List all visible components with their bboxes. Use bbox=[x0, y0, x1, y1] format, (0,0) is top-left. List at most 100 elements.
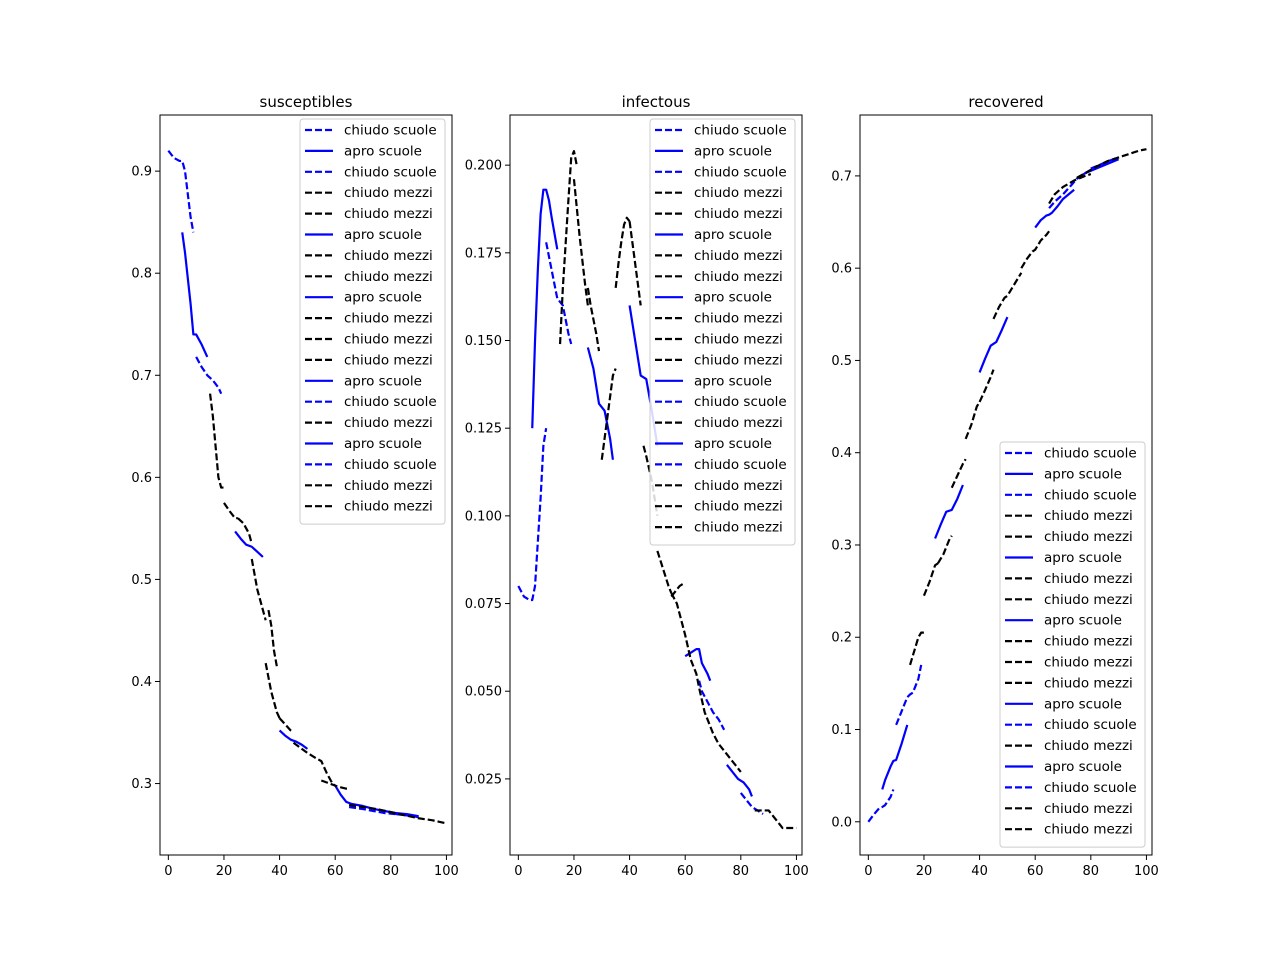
series-line bbox=[167, 150, 195, 233]
legend-label: apro scuole bbox=[694, 143, 772, 159]
legend-label: apro scuole bbox=[1044, 696, 1122, 712]
series-line bbox=[754, 809, 797, 830]
legend-label: apro scuole bbox=[1044, 613, 1122, 629]
legend-box bbox=[649, 118, 796, 546]
x-tick-label: 20 bbox=[916, 864, 933, 879]
x-tick-label: 0 bbox=[864, 864, 872, 879]
series-line bbox=[867, 789, 895, 823]
legend-label: chiudo mezzi bbox=[694, 206, 783, 222]
subplot-recovered: recovered 0 20 40 60 80 100 0.0 0.1 0.2 0.3 0.4 0.5… bbox=[831, 93, 1159, 879]
legend-label: apro scuole bbox=[1044, 759, 1122, 775]
series-line bbox=[348, 805, 397, 816]
series-line bbox=[684, 648, 712, 682]
legend-label: apro scuole bbox=[694, 290, 772, 306]
legend-label: apro scuole bbox=[694, 227, 772, 243]
legend-label: apro scuole bbox=[344, 373, 422, 389]
y-tick-label: 0.200 bbox=[465, 159, 502, 174]
legend-label: chiudo scuole bbox=[1044, 446, 1137, 462]
series-line bbox=[739, 792, 764, 815]
series-line bbox=[698, 680, 726, 731]
series-line bbox=[348, 803, 447, 825]
y-tick-label: 0.175 bbox=[465, 246, 502, 261]
legend-label: chiudo mezzi bbox=[694, 269, 783, 285]
series-line bbox=[545, 242, 573, 345]
legend-label: chiudo mezzi bbox=[694, 311, 783, 327]
series-line bbox=[1076, 148, 1147, 179]
series-line bbox=[320, 779, 350, 790]
plot-area bbox=[167, 150, 447, 825]
x-tick-label: 80 bbox=[733, 864, 750, 879]
x-tick-label: 60 bbox=[677, 864, 694, 879]
legend: chiudo scuole apro scuole chiudo scuole chi… bbox=[649, 118, 796, 546]
legend-label: chiudo mezzi bbox=[344, 185, 433, 201]
legend-box bbox=[999, 441, 1146, 848]
series-line bbox=[656, 550, 673, 594]
subplot-title: recovered bbox=[968, 93, 1043, 111]
y-tick-label: 0.5 bbox=[831, 354, 852, 369]
series-line bbox=[181, 232, 209, 358]
legend-label: chiudo scuole bbox=[344, 457, 437, 473]
y-tick-label: 0.4 bbox=[831, 446, 852, 461]
legend-label: chiudo mezzi bbox=[344, 352, 433, 368]
y-tick-label: 0.9 bbox=[131, 165, 152, 180]
x-tick-label: 20 bbox=[216, 864, 233, 879]
series-line bbox=[1034, 188, 1075, 229]
legend-label: chiudo mezzi bbox=[1044, 529, 1133, 545]
legend-label: chiudo scuole bbox=[344, 394, 437, 410]
legend-label: apro scuole bbox=[1044, 466, 1122, 482]
legend: chiudo scuole apro scuole chiudo scuole chi… bbox=[299, 118, 446, 525]
series-line bbox=[936, 535, 953, 564]
legend-label: chiudo mezzi bbox=[344, 248, 433, 264]
legend-label: apro scuole bbox=[344, 436, 422, 452]
legend-box bbox=[299, 118, 446, 525]
series-line bbox=[586, 347, 614, 460]
legend-label: chiudo mezzi bbox=[1044, 738, 1133, 754]
legend-label: chiudo mezzi bbox=[344, 415, 433, 431]
series-line bbox=[950, 458, 967, 489]
subplot-title: infectous bbox=[622, 93, 691, 111]
x-tick-label: 60 bbox=[327, 864, 344, 879]
x-tick-label: 100 bbox=[434, 864, 459, 879]
legend-label: chiudo mezzi bbox=[344, 478, 433, 494]
legend-label: chiudo mezzi bbox=[1044, 508, 1133, 524]
legend-label: chiudo mezzi bbox=[694, 352, 783, 368]
legend-label: chiudo mezzi bbox=[1044, 655, 1133, 671]
y-tick-label: 0.8 bbox=[131, 267, 152, 282]
legend-label: chiudo mezzi bbox=[694, 520, 783, 536]
y-tick-label: 0.025 bbox=[465, 772, 502, 787]
series-line bbox=[628, 221, 642, 306]
series-line bbox=[572, 179, 589, 306]
series-line bbox=[922, 562, 939, 597]
series-line bbox=[1020, 230, 1050, 269]
y-tick-label: 0.0 bbox=[831, 815, 852, 830]
series-line bbox=[978, 316, 1009, 373]
series-line bbox=[895, 664, 923, 726]
series-line bbox=[234, 530, 264, 558]
series-line bbox=[670, 592, 742, 773]
y-tick-label: 0.3 bbox=[131, 777, 152, 792]
series-line bbox=[517, 428, 548, 602]
x-tick-label: 80 bbox=[1083, 864, 1100, 879]
legend-label: chiudo mezzi bbox=[694, 185, 783, 201]
legend-label: chiudo mezzi bbox=[694, 478, 783, 494]
series-line bbox=[964, 401, 981, 440]
x-tick-label: 0 bbox=[164, 864, 172, 879]
legend-label: chiudo mezzi bbox=[344, 499, 433, 515]
series-line bbox=[670, 581, 686, 598]
series-line bbox=[978, 369, 995, 403]
legend-label: apro scuole bbox=[694, 373, 772, 389]
legend-label: chiudo mezzi bbox=[1044, 675, 1133, 691]
plot-area bbox=[867, 148, 1147, 823]
series-line bbox=[934, 484, 964, 539]
y-tick-label: 0.2 bbox=[831, 631, 852, 646]
y-tick-label: 0.075 bbox=[465, 597, 502, 612]
y-tick-label: 0.6 bbox=[131, 471, 152, 486]
x-tick-label: 40 bbox=[271, 864, 288, 879]
y-tick-label: 0.125 bbox=[465, 422, 502, 437]
series-line bbox=[726, 764, 753, 797]
y-tick-label: 0.5 bbox=[131, 573, 152, 588]
subplot-susceptibles: susceptibles 0 20 40 60 80 100 0.3 0.4 0.5 0.6 0.7… bbox=[131, 93, 459, 879]
series-line bbox=[600, 368, 617, 460]
legend-label: apro scuole bbox=[1044, 550, 1122, 566]
subplot-infectous: infectous 0 20 40 60 80 100 0.025 0.050 0.075 0.1… bbox=[465, 93, 809, 879]
